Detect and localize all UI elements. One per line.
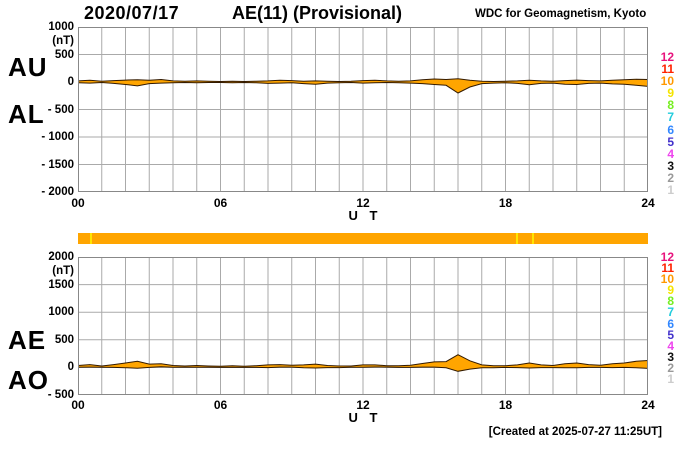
x-tick-label: 12 — [356, 398, 370, 412]
station-number: 12 — [660, 50, 674, 64]
station-count-scale-bottom: 12 11 10 9 8 7 6 5 4 3 2 1 — [650, 250, 674, 387]
station-number: 8 — [667, 98, 674, 113]
created-timestamp: [Created at 2025-07-27 11:25UT] — [488, 426, 662, 438]
plot-title: AE(11) (Provisional) — [232, 3, 403, 23]
availability-gap-marker — [531, 233, 534, 244]
y-axis-unit: (nT) — [52, 264, 74, 277]
ut-axis-title-bottom: U T — [348, 410, 382, 425]
data-source: WDC for Geomagnetism, Kyoto — [475, 8, 647, 20]
y-tick-label: 0 — [67, 361, 74, 374]
y-tick-label: 2000 — [48, 251, 74, 263]
station-number: 6 — [667, 122, 674, 137]
y-tick-label: 0 — [67, 76, 74, 88]
ut-axis-title-top: U T — [348, 208, 382, 223]
x-tick-label: 24 — [641, 398, 655, 412]
x-tick-label: 24 — [641, 196, 655, 210]
label-au: AU — [8, 52, 48, 82]
x-tick-label: 18 — [498, 196, 513, 210]
y-tick-label: - 1000 — [41, 131, 74, 143]
station-number: 1 — [667, 183, 674, 198]
x-tick-label: 18 — [498, 398, 513, 412]
station-number: 8 — [667, 294, 674, 309]
label-ao: AO — [8, 365, 49, 395]
x-tick-label: 06 — [213, 196, 228, 210]
ae-ao-x-axis-labels: 00 06 12 18 24 — [71, 398, 654, 412]
y-tick-label: - 1500 — [41, 158, 74, 171]
station-number: 6 — [667, 316, 674, 331]
ae-ao-chart — [78, 257, 648, 395]
station-number: 4 — [667, 338, 674, 353]
y-tick-label: - 500 — [47, 389, 74, 401]
x-tick-label: 00 — [71, 398, 85, 412]
station-number: 2 — [667, 170, 674, 185]
station-number: 5 — [667, 327, 674, 342]
y-tick-label: 500 — [54, 333, 74, 346]
station-number: 3 — [667, 158, 674, 173]
availability-gap-marker — [90, 233, 93, 244]
station-number: 4 — [667, 146, 674, 161]
y-tick-label: 1500 — [48, 278, 74, 291]
x-tick-label: 12 — [356, 196, 370, 210]
plot-date: 2020/07/17 — [84, 3, 180, 23]
station-number: 9 — [667, 86, 674, 101]
station-count-scale-top: 12 11 10 9 8 7 6 5 4 3 2 1 — [650, 51, 674, 196]
label-ae: AE — [8, 325, 47, 355]
y-tick-label: - 500 — [47, 103, 74, 116]
x-tick-label: 06 — [213, 398, 228, 412]
station-number: 2 — [667, 360, 674, 375]
station-number: 1 — [667, 372, 674, 387]
station-number: 9 — [667, 283, 674, 298]
station-number: 11 — [661, 261, 674, 276]
station-number: 11 — [661, 62, 674, 77]
station-number: 12 — [660, 250, 674, 264]
availability-gap-marker — [516, 233, 519, 244]
y-axis-unit: (nT) — [52, 34, 74, 47]
station-number: 7 — [667, 110, 674, 125]
station-number: 3 — [667, 349, 674, 364]
x-tick-label: 00 — [71, 196, 85, 210]
data-availability-bar — [78, 233, 648, 244]
station-number: 7 — [667, 305, 674, 320]
station-number: 5 — [667, 134, 674, 149]
y-tick-label: 1000 — [48, 21, 74, 33]
station-number: 10 — [660, 272, 674, 287]
y-tick-label: - 2000 — [41, 186, 74, 198]
station-number: 10 — [660, 74, 674, 89]
au-al-x-axis-labels: 00 06 12 18 24 — [71, 196, 654, 210]
label-al: AL — [8, 99, 45, 129]
y-tick-label: 1000 — [48, 306, 74, 319]
y-tick-label: 500 — [54, 48, 74, 61]
au-al-chart — [78, 27, 648, 192]
